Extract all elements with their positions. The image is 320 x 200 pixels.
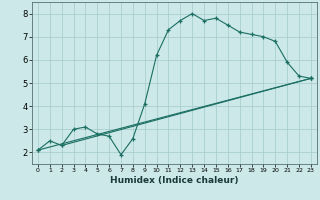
X-axis label: Humidex (Indice chaleur): Humidex (Indice chaleur): [110, 176, 239, 185]
